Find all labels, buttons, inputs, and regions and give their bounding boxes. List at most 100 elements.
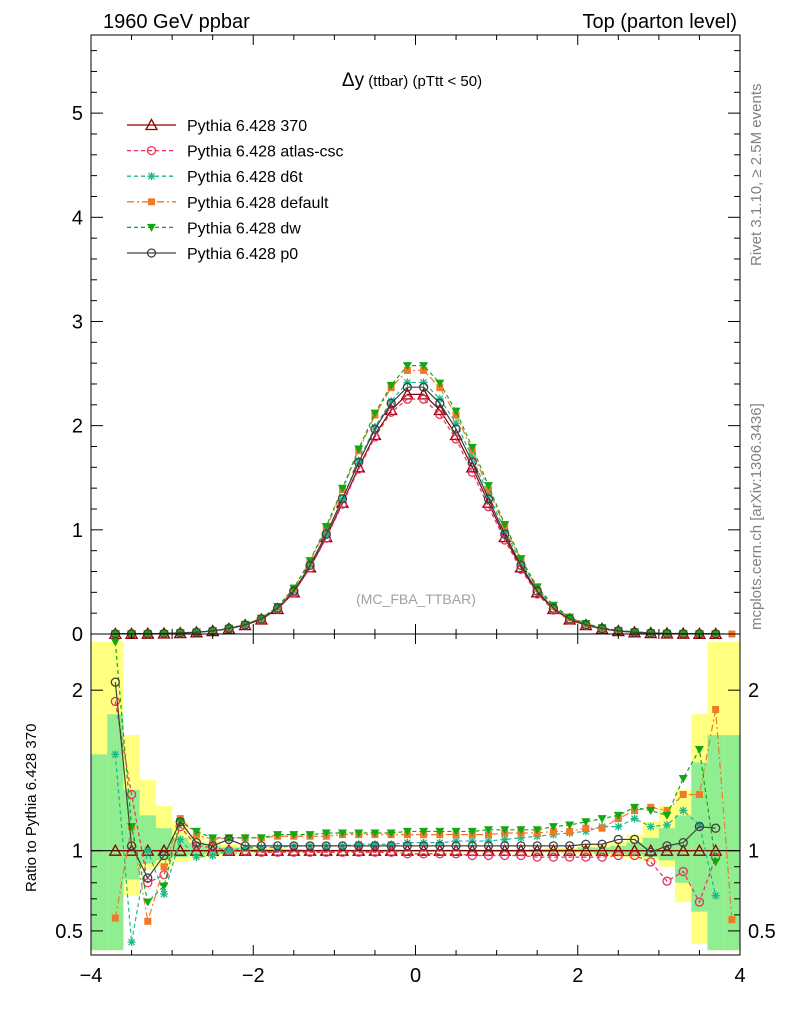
ratio-point-3 bbox=[695, 791, 703, 798]
ratio-point-4 bbox=[630, 803, 640, 812]
data-point-3 bbox=[403, 366, 411, 374]
header-left: 1960 GeV ppbar bbox=[103, 11, 250, 33]
data-point-5 bbox=[370, 424, 380, 434]
data-point-5 bbox=[418, 382, 429, 392]
ratio-point-4 bbox=[305, 831, 315, 840]
ratio-point-4 bbox=[467, 827, 477, 836]
ratio-point-4 bbox=[532, 826, 542, 835]
ratio-point-0 bbox=[384, 843, 398, 856]
ratio-point-0 bbox=[335, 843, 350, 856]
ratio-point-4 bbox=[110, 638, 120, 647]
data-point-0 bbox=[433, 403, 447, 416]
data-point-4 bbox=[321, 522, 331, 531]
ratio-point-5 bbox=[711, 823, 721, 833]
ratio-point-2 bbox=[695, 820, 704, 829]
ratio-line-1 bbox=[114, 701, 717, 904]
ratio-point-4 bbox=[386, 829, 396, 838]
ratio-point-1 bbox=[532, 852, 542, 862]
ratio-point-1 bbox=[564, 852, 575, 862]
ratio-point-4 bbox=[565, 821, 575, 830]
ratio-point-4 bbox=[646, 807, 656, 816]
ratio-point-3 bbox=[111, 914, 119, 922]
legend-marker-3 bbox=[148, 198, 155, 206]
data-point-5 bbox=[354, 457, 364, 467]
data-point-4 bbox=[370, 409, 380, 418]
ratio-point-5 bbox=[678, 838, 688, 848]
ratio-point-5 bbox=[256, 841, 267, 851]
ratio-point-5 bbox=[126, 841, 137, 851]
y-tick-label: 0 bbox=[72, 624, 83, 646]
band-green-bin bbox=[691, 762, 708, 912]
ratio-point-5 bbox=[386, 841, 396, 851]
ratio-point-1 bbox=[613, 850, 623, 861]
ratio-point-4 bbox=[208, 834, 218, 843]
ratio-point-1 bbox=[126, 789, 137, 800]
x-tick-label: −2 bbox=[242, 965, 265, 987]
mcplots-label: mcplots.cern.ch [arXiv:1306.3436] bbox=[748, 403, 765, 630]
ratio-point-1 bbox=[597, 852, 607, 862]
ratio-point-5 bbox=[240, 841, 250, 851]
ratio-point-5 bbox=[110, 677, 120, 687]
ratio-point-2 bbox=[257, 843, 266, 852]
data-point-2 bbox=[468, 453, 477, 462]
ratio-point-2 bbox=[435, 838, 444, 847]
ratio-point-5 bbox=[289, 841, 299, 851]
ratio-point-4 bbox=[694, 746, 704, 755]
ratio-point-5 bbox=[337, 841, 348, 851]
ratio-point-0 bbox=[579, 843, 593, 856]
ratio-point-1 bbox=[694, 897, 705, 907]
ratio-point-0 bbox=[709, 843, 723, 856]
ratio-point-5 bbox=[483, 841, 494, 851]
ratio-point-2 bbox=[662, 820, 671, 829]
ratio-point-0 bbox=[287, 843, 301, 856]
data-point-5 bbox=[451, 424, 461, 434]
ratio-point-2 bbox=[630, 814, 639, 823]
data-point-5 bbox=[240, 620, 250, 630]
ratio-point-0 bbox=[319, 843, 333, 856]
ratio-point-2 bbox=[646, 822, 655, 831]
ratio-point-2 bbox=[176, 835, 185, 844]
data-point-5 bbox=[289, 586, 299, 596]
x-tick-label: 4 bbox=[734, 965, 745, 987]
data-point-5 bbox=[597, 623, 607, 634]
ratio-point-4 bbox=[419, 827, 429, 836]
ratio-point-1 bbox=[629, 850, 640, 861]
ratio-point-2 bbox=[516, 833, 525, 842]
ratio-line-4 bbox=[114, 641, 717, 904]
ratio-point-5 bbox=[272, 841, 283, 851]
ratio-point-4 bbox=[662, 811, 672, 820]
ratio-point-5 bbox=[548, 841, 559, 851]
ratio-point-5 bbox=[613, 834, 623, 845]
ratio-point-4 bbox=[500, 826, 510, 835]
data-point-2 bbox=[354, 456, 363, 465]
header-right: Top (parton level) bbox=[582, 11, 737, 33]
ratio-point-0 bbox=[368, 843, 382, 856]
ratio-point-3 bbox=[679, 791, 687, 798]
ratio-point-3 bbox=[663, 807, 671, 815]
data-point-1 bbox=[418, 394, 429, 404]
ratio-point-0 bbox=[692, 843, 707, 856]
ratio-point-5 bbox=[159, 850, 169, 861]
data-point-5 bbox=[532, 586, 542, 596]
ratio-point-2 bbox=[484, 837, 493, 846]
main-curves bbox=[108, 362, 736, 640]
data-point-5 bbox=[256, 614, 267, 624]
y-tick-label: 4 bbox=[72, 207, 83, 229]
legend-label-2: Pythia 6.428 d6t bbox=[187, 169, 303, 186]
ratio-point-0 bbox=[481, 843, 496, 856]
ratio-point-1 bbox=[516, 850, 526, 861]
ratio-point-4 bbox=[711, 858, 721, 867]
rivet-label: Rivet 3.1.10, ≥ 2.5M events bbox=[748, 84, 765, 267]
ratio-point-4 bbox=[256, 834, 266, 843]
ratio-point-3 bbox=[549, 827, 557, 835]
data-point-4 bbox=[402, 362, 412, 371]
data-point-0 bbox=[417, 387, 431, 400]
ratio-point-5 bbox=[143, 873, 153, 883]
data-point-4 bbox=[419, 362, 429, 371]
ratio-point-0 bbox=[676, 843, 690, 856]
ratio-curves bbox=[108, 638, 736, 947]
ratio-point-5 bbox=[418, 841, 429, 851]
ratio-point-1 bbox=[483, 850, 494, 861]
ratio-point-5 bbox=[597, 839, 607, 849]
